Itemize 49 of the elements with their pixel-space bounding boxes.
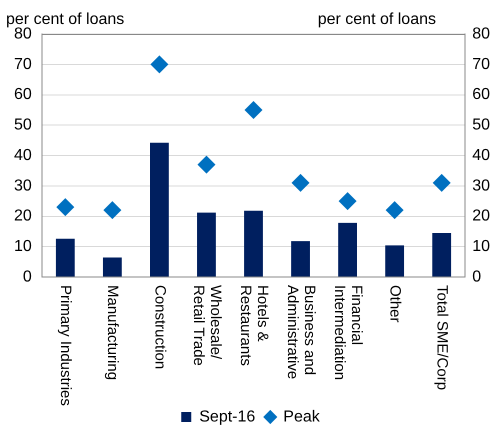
y2-tick-label: 50 — [472, 116, 490, 134]
x-tick-label: Construction — [151, 285, 168, 370]
x-tick-label: Manufacturing — [104, 285, 122, 380]
y-tick-label: 50 — [14, 116, 32, 134]
x-tick-label: Wholesale/ Retail Trade — [190, 285, 224, 366]
point — [150, 55, 168, 74]
legend-label: Peak — [283, 408, 321, 426]
legend-label: Sept-16 — [199, 408, 256, 426]
bar — [432, 232, 452, 276]
y2-tick-label: 0 — [472, 268, 482, 286]
point — [244, 100, 262, 119]
y-tick-label: 0 — [22, 268, 32, 286]
point — [56, 198, 74, 216]
y-tick-label: 70 — [14, 56, 32, 73]
bar — [385, 245, 404, 276]
y-tick-label: 60 — [14, 86, 32, 104]
point — [386, 201, 404, 220]
x-tick-label: Primary Industries — [57, 285, 74, 406]
y2-tick-label: 80 — [472, 25, 490, 42]
point — [197, 156, 216, 174]
point — [338, 192, 357, 210]
x-tick-label: Other — [386, 285, 404, 323]
y2-axis-title: per cent of loans — [318, 11, 436, 28]
y-axis-title: per cent of loans — [6, 11, 124, 28]
y-tick-label: 10 — [14, 238, 32, 256]
y2-tick-label: 40 — [472, 146, 490, 164]
y2-tick-label: 10 — [472, 238, 490, 256]
bar — [244, 210, 263, 276]
point — [432, 174, 451, 192]
bar — [150, 142, 169, 276]
y-tick-label: 20 — [14, 208, 32, 225]
y2-tick-label: 20 — [472, 208, 490, 225]
bar — [291, 241, 310, 276]
x-tick-label: Business and Administrative — [284, 285, 318, 380]
x-tick-label: Total SME/Corp — [434, 285, 451, 390]
bar — [102, 258, 122, 276]
y-tick-label: 30 — [14, 177, 32, 194]
y-tick-label: 40 — [14, 146, 32, 164]
x-tick-label: Hotels & Restaurants — [236, 285, 271, 366]
y-tick-label: 80 — [14, 25, 32, 42]
bar — [197, 212, 216, 276]
y2-tick-label: 60 — [472, 86, 490, 104]
x-tick-label: Financial Intermediation — [330, 285, 365, 380]
bar — [56, 238, 75, 276]
y2-tick-label: 70 — [472, 56, 490, 73]
bar — [338, 222, 357, 276]
y2-tick-label: 30 — [472, 177, 490, 194]
point — [292, 174, 310, 192]
point — [103, 201, 122, 220]
